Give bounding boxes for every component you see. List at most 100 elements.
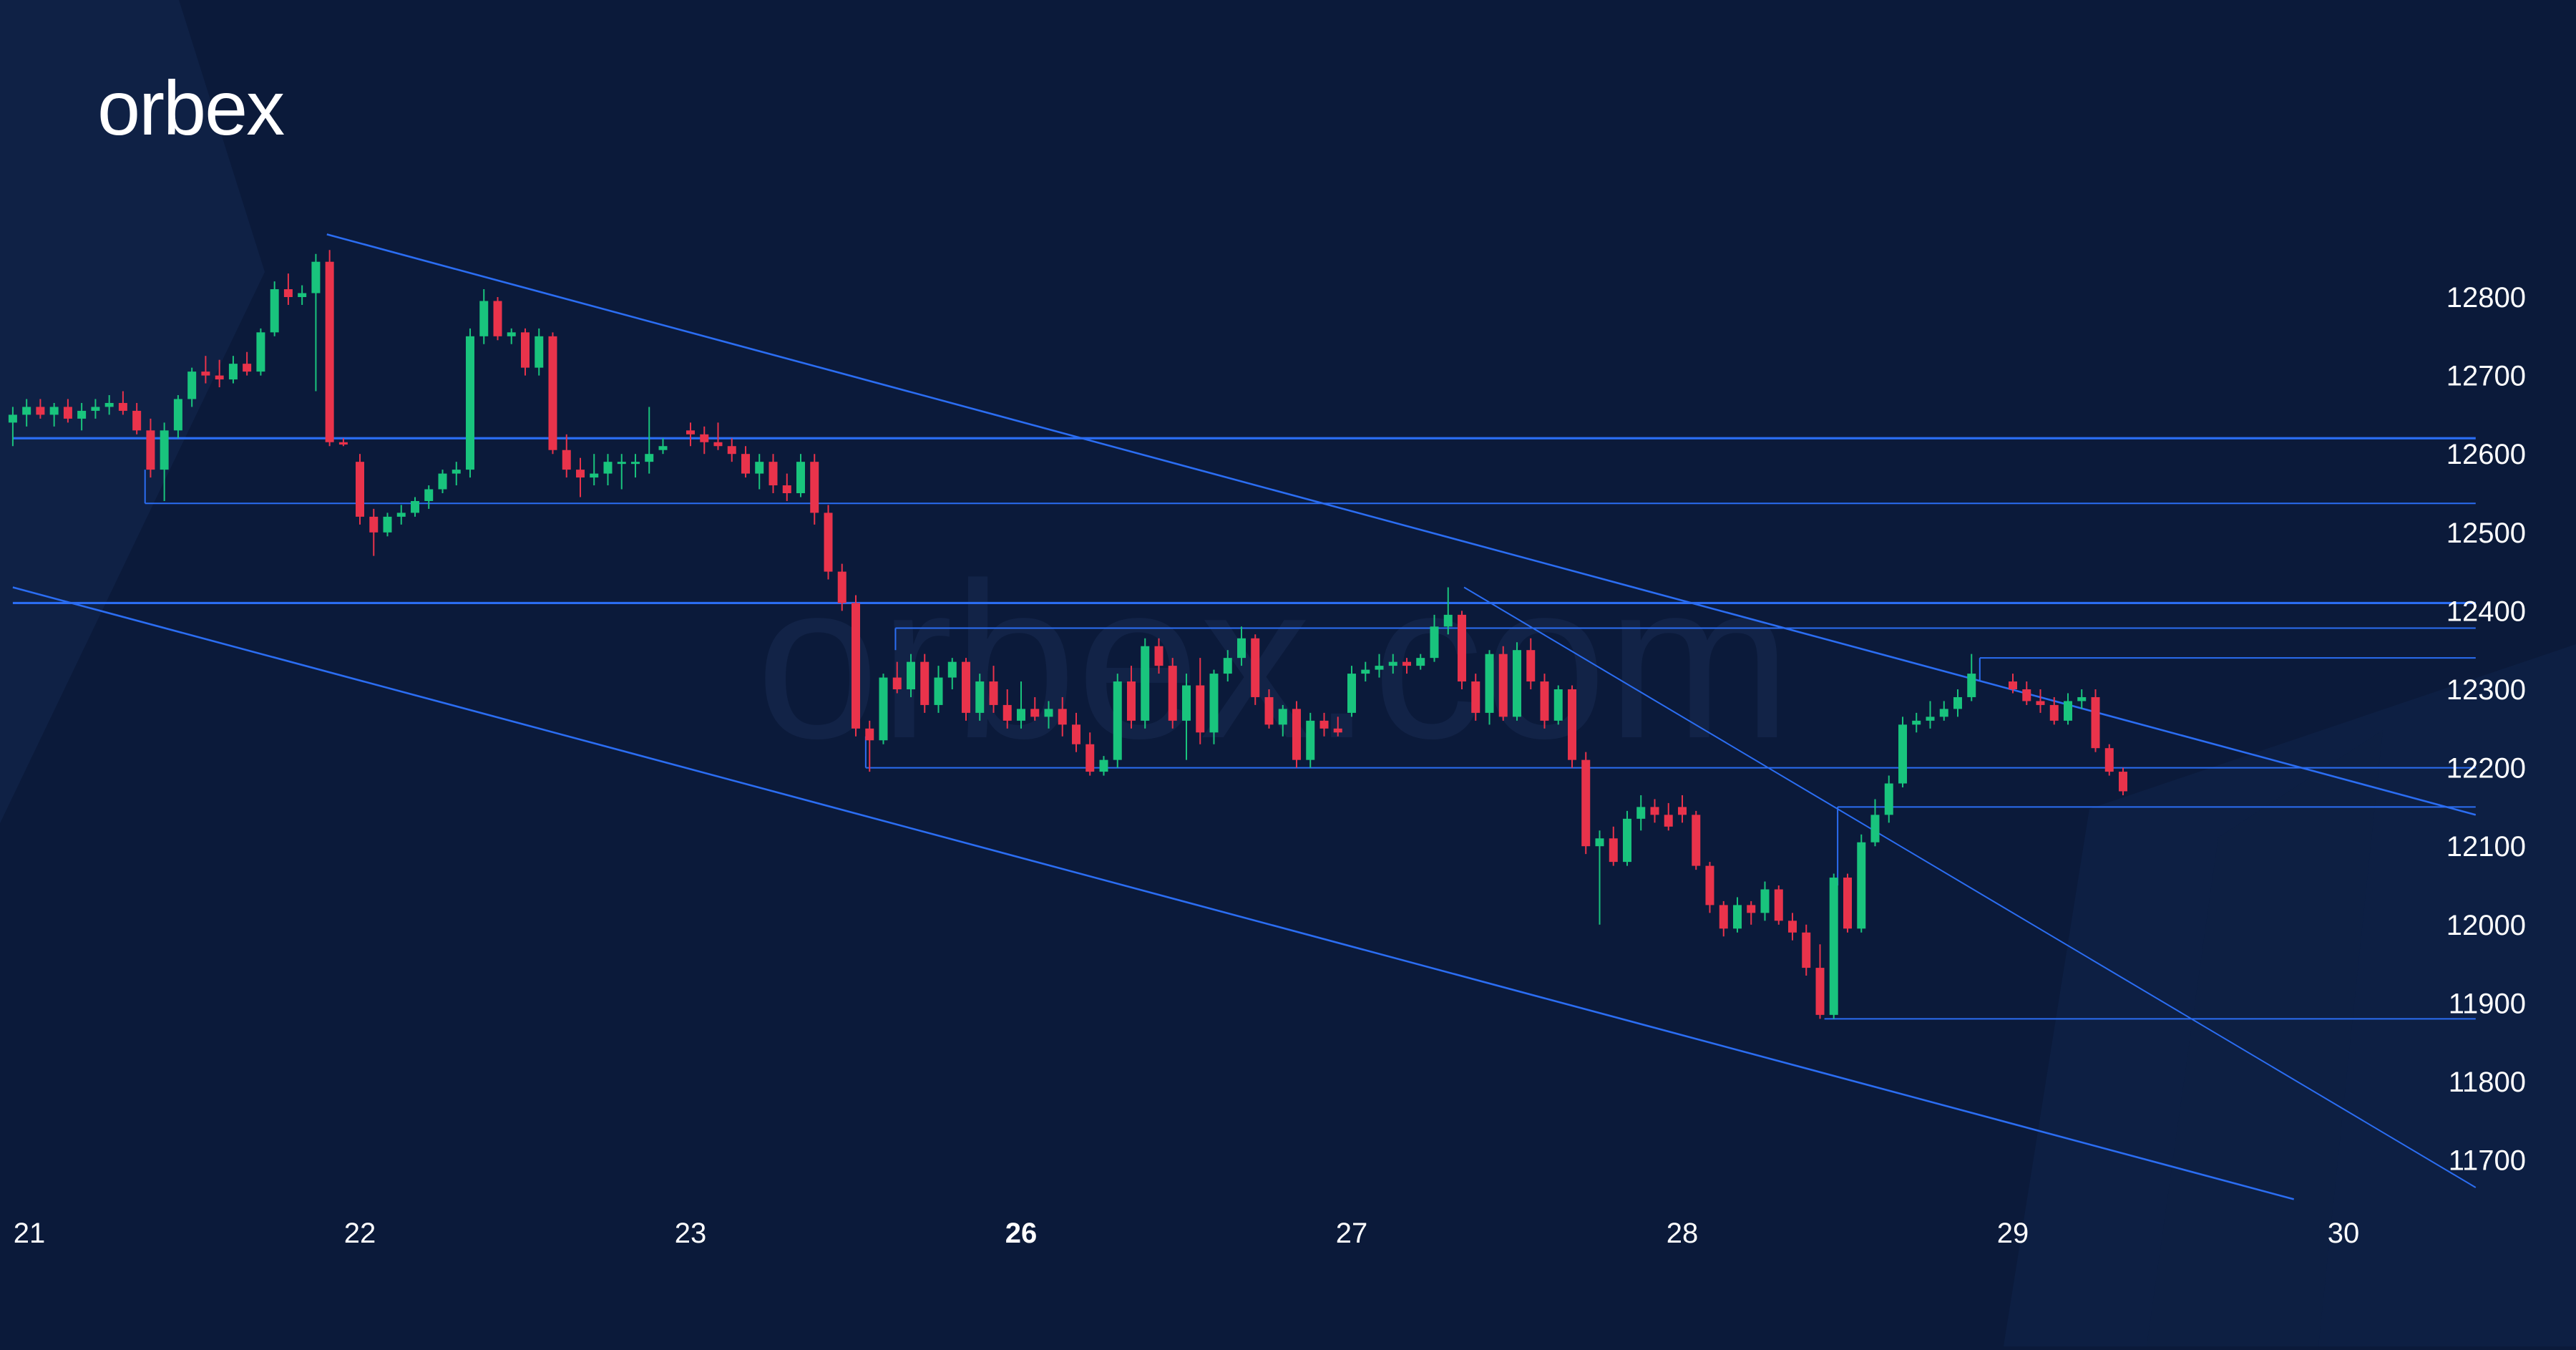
candle-body	[1223, 658, 1232, 674]
candle-body	[1058, 709, 1067, 725]
bear-candle	[1581, 752, 1591, 855]
watermark-text: orbex.com	[756, 536, 1791, 785]
candle-body	[1361, 669, 1370, 674]
candle-body	[1292, 709, 1301, 760]
bear-candle	[146, 418, 155, 478]
candle-body	[1044, 709, 1053, 717]
bull-candle	[298, 285, 307, 305]
bear-candle	[1540, 674, 1549, 729]
bull-candle	[1912, 712, 1921, 733]
bear-candle	[741, 446, 751, 478]
bear-candle	[63, 399, 72, 423]
bear-candle	[2091, 689, 2100, 752]
candle-body	[1705, 865, 1714, 905]
candle-body	[907, 661, 916, 689]
bear-candle	[1319, 712, 1329, 737]
bull-candle	[2077, 689, 2087, 709]
bull-candle	[1141, 638, 1150, 729]
bull-candle	[1237, 626, 1246, 666]
candle-body	[879, 677, 888, 741]
candle-body	[1581, 759, 1591, 847]
bull-candle	[187, 367, 197, 407]
bear-candle	[1609, 826, 1618, 866]
bear-candle	[215, 359, 224, 388]
bear-candle	[493, 297, 502, 341]
price-tick-label: 12200	[2446, 753, 2526, 785]
bull-candle	[507, 328, 516, 344]
candle-body	[1471, 681, 1480, 713]
candle-body	[1568, 689, 1577, 760]
price-tick-label: 12700	[2446, 361, 2526, 392]
bear-candle	[1030, 696, 1040, 721]
candle-body	[521, 332, 530, 368]
bear-candle	[243, 351, 252, 376]
bear-candle	[727, 438, 736, 462]
bear-candle	[1692, 810, 1701, 870]
candle-body	[2118, 772, 2127, 792]
candle-body	[1168, 666, 1177, 721]
candle-body	[1085, 744, 1095, 772]
bull-candle	[77, 402, 87, 431]
candle-body	[1884, 783, 1893, 815]
drawing-lines	[12, 233, 2477, 1200]
bull-candle	[934, 666, 943, 713]
candle-body	[311, 261, 321, 293]
candle-body	[920, 661, 930, 705]
bear-candle	[1678, 795, 1687, 823]
candle-body	[1733, 905, 1742, 929]
price-tick-label: 12600	[2446, 439, 2526, 470]
candle-body	[132, 410, 142, 431]
candle-body	[104, 402, 114, 407]
candle-body	[700, 434, 709, 442]
candle-body	[1843, 878, 1852, 929]
bear-candle	[782, 473, 791, 501]
candle-body	[562, 450, 571, 470]
candle-body	[1154, 646, 1163, 666]
candle-body	[1553, 689, 1563, 721]
bear-candle	[810, 454, 819, 525]
bull-candle	[975, 674, 985, 721]
bull-candle	[796, 454, 805, 497]
candle-body	[1692, 815, 1701, 866]
candle-body	[201, 372, 210, 376]
candle-body	[1209, 674, 1219, 733]
bull-candle	[452, 462, 461, 486]
candle-body	[1498, 654, 1508, 717]
candle-body	[1278, 709, 1287, 725]
bull-candle	[438, 470, 447, 493]
bull-candle	[1306, 712, 1315, 768]
bull-candle	[1099, 756, 1108, 776]
candle-body	[934, 677, 943, 705]
bear-candle	[1747, 900, 1756, 925]
candle-body	[1402, 661, 1412, 666]
bull-candle	[1884, 775, 1893, 823]
candle-body	[1113, 681, 1122, 760]
candle-body	[479, 301, 489, 336]
bear-candle	[548, 332, 557, 455]
bear-candle	[1154, 638, 1163, 674]
candle-body	[548, 336, 557, 450]
candle-body	[713, 442, 723, 447]
candle-body	[146, 430, 155, 470]
bull-candle	[396, 505, 406, 525]
candle-body	[1072, 724, 1081, 744]
candle-body	[228, 364, 238, 380]
candle-body	[1939, 709, 1948, 717]
bear-candle	[132, 402, 142, 434]
bear-candle	[1815, 944, 1825, 1019]
candle-body	[256, 332, 265, 372]
bull-candle	[1361, 661, 1370, 682]
date-tick-label: 27	[1336, 1218, 1368, 1249]
candle-body	[1141, 646, 1150, 721]
candle-body	[283, 289, 293, 297]
bear-candle	[1126, 666, 1136, 729]
candle-body	[118, 402, 127, 411]
bull-candle	[1636, 795, 1646, 831]
bull-candle	[1485, 650, 1494, 725]
candle-body	[961, 661, 970, 713]
bear-candle	[2049, 696, 2059, 725]
candle-body	[356, 462, 364, 517]
candle-body	[1747, 905, 1756, 913]
bull-candle	[645, 407, 654, 474]
candle-body	[1002, 704, 1012, 721]
